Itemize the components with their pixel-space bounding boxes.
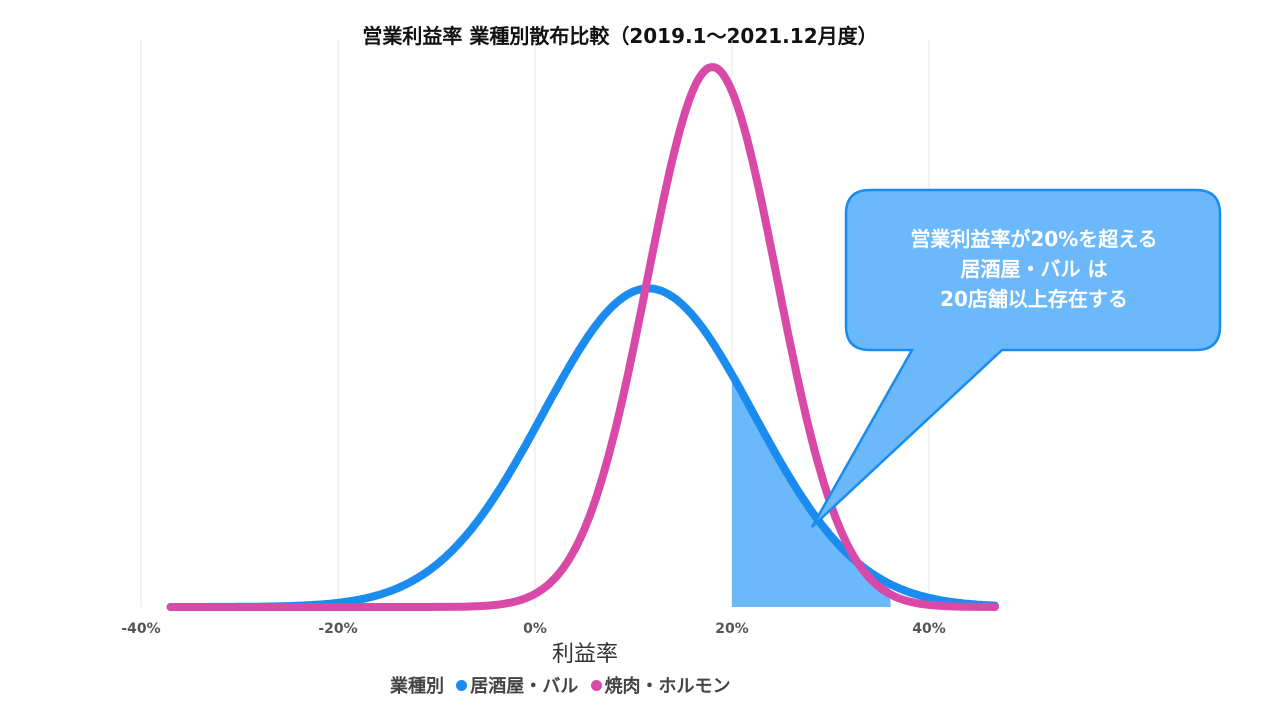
x-tick-label: -20% xyxy=(318,621,357,637)
series-line-2 xyxy=(166,63,999,611)
x-axis-title: 利益率 xyxy=(551,642,618,667)
x-tick-labels: -40% -20% 0% 20% 40% xyxy=(121,621,945,637)
x-tick-label: 20% xyxy=(715,621,749,637)
legend-label-yakiniku: 焼肉・ホルモン xyxy=(604,676,731,697)
callout-line-3: 20店舗以上存在する xyxy=(940,287,1128,311)
legend-label-izakaya: 居酒屋・バル xyxy=(470,676,579,697)
legend: 業種別 居酒屋・バル 焼肉・ホルモン xyxy=(390,672,790,698)
highlight-area-layer xyxy=(732,374,891,607)
x-tick-label: -40% xyxy=(121,621,160,637)
highlight-area xyxy=(732,374,891,607)
callout-line-1: 営業利益率が20%を超える xyxy=(910,227,1158,251)
x-tick-label: 40% xyxy=(912,621,946,637)
grid-lines xyxy=(140,40,930,607)
callout-shape xyxy=(810,188,1222,528)
series-layer xyxy=(166,63,999,611)
callout-bubble xyxy=(810,188,1222,528)
x-tick-label: 0% xyxy=(523,621,547,637)
legend-title: 業種別 xyxy=(390,676,444,697)
legend-swatch-yakiniku xyxy=(590,679,602,691)
legend-swatch-izakaya xyxy=(456,679,468,691)
chart-title: 営業利益率 業種別散布比較（2019.1～2021.12月度） xyxy=(362,24,878,48)
callout-text: 営業利益率が20%を超える 居酒屋・バル は 20店舗以上存在する xyxy=(856,224,1212,314)
callout-line-2: 居酒屋・バル は xyxy=(960,257,1108,281)
